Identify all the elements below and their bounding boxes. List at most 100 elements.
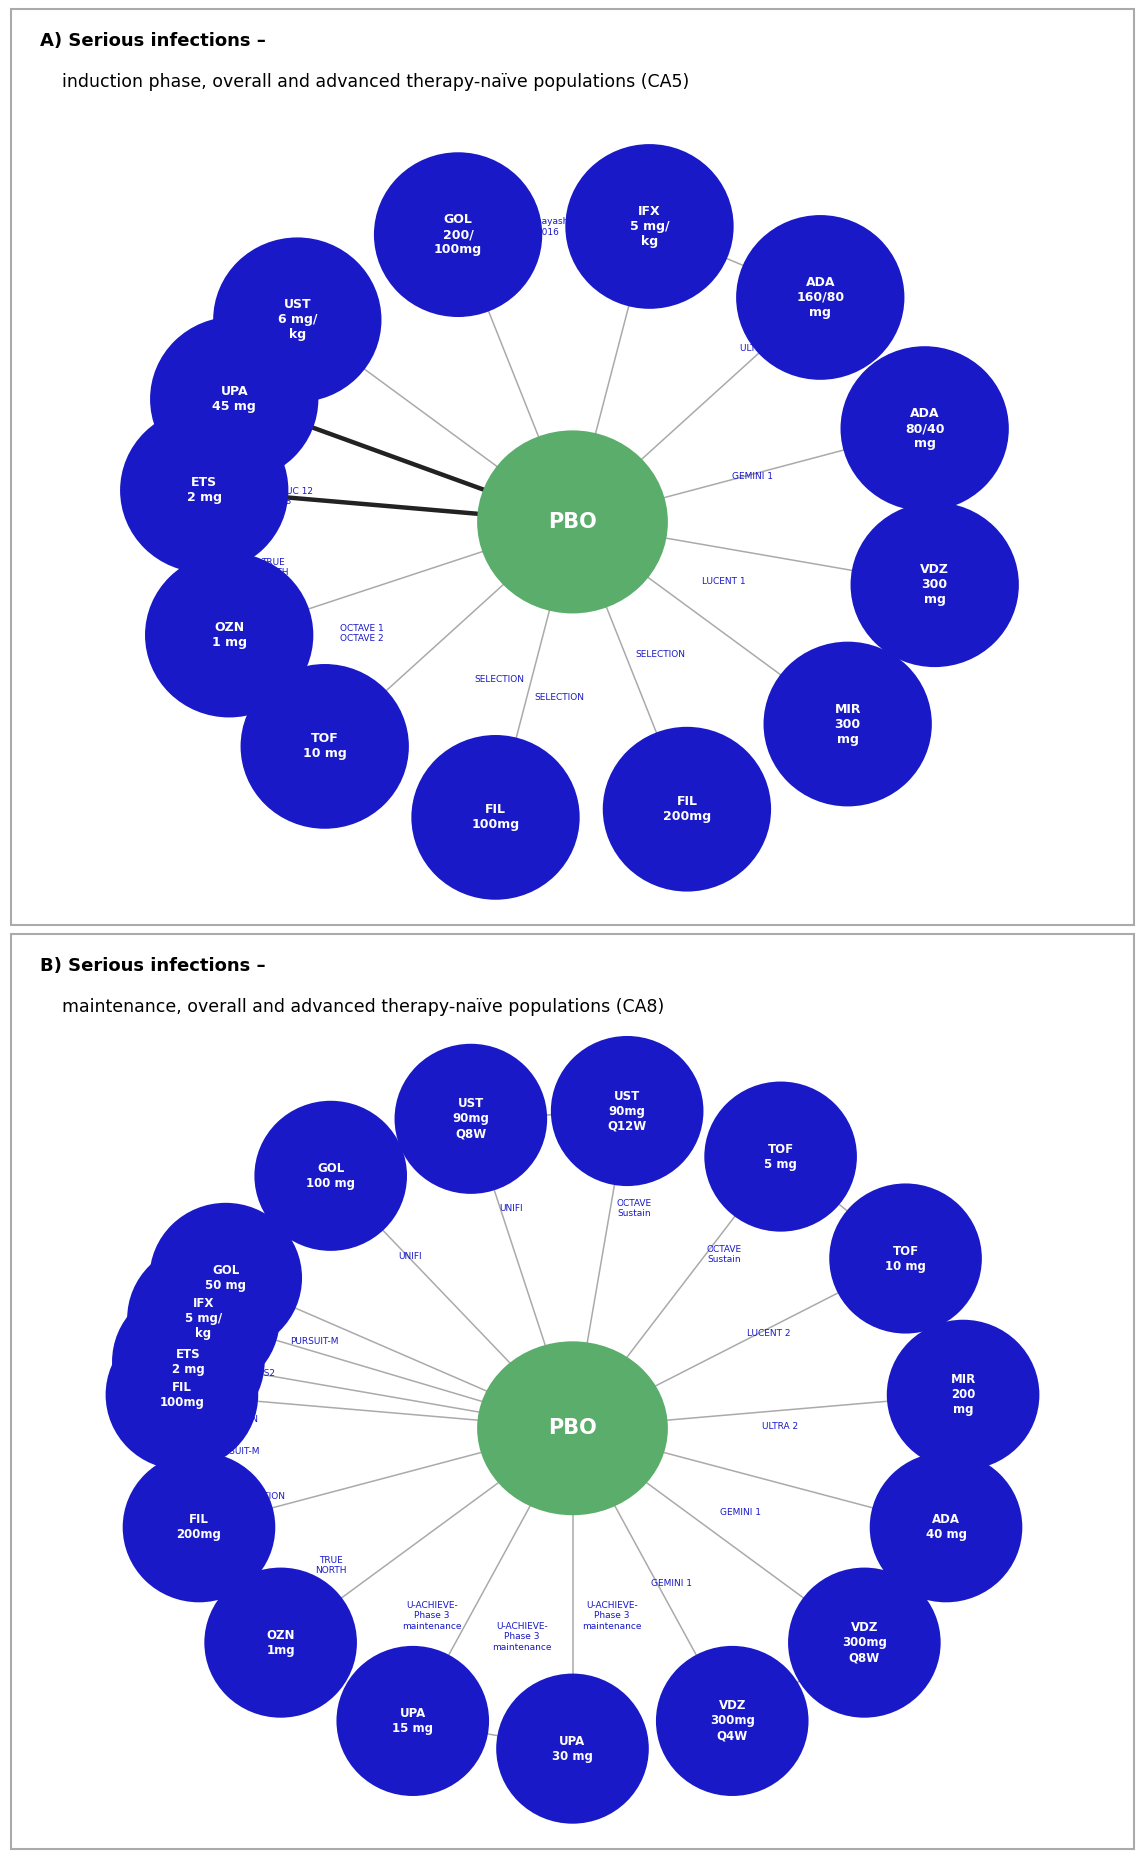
Ellipse shape [145,553,314,717]
Text: SELECTION: SELECTION [474,674,524,684]
Ellipse shape [566,144,734,308]
Text: PBO: PBO [548,1418,597,1438]
Text: FIL
100mg: FIL 100mg [472,803,520,831]
Text: UST
6 mg/
kg: UST 6 mg/ kg [277,299,317,342]
Text: TOF
10 mg: TOF 10 mg [302,732,347,760]
Text: GEMINI 1: GEMINI 1 [720,1507,761,1517]
Text: TOF
5 mg: TOF 5 mg [764,1143,797,1171]
Ellipse shape [105,1319,259,1470]
Text: FIL
200mg: FIL 200mg [176,1513,221,1541]
Ellipse shape [788,1567,941,1719]
Text: ELEVATE UC S2: ELEVATE UC S2 [207,1369,276,1379]
Text: U-ACHIEVE-
Phase 3
maintenance: U-ACHIEVE- Phase 3 maintenance [403,1601,461,1631]
Text: VDZ
300mg
Q4W: VDZ 300mg Q4W [710,1700,755,1743]
Text: ADA
160/80
mg: ADA 160/80 mg [796,276,844,319]
Ellipse shape [829,1184,982,1334]
Text: UPA
15 mg: UPA 15 mg [393,1707,433,1735]
Text: PURSUIT-M: PURSUIT-M [212,1446,260,1455]
Text: IFX
5 mg/
kg: IFX 5 mg/ kg [184,1296,222,1339]
Ellipse shape [870,1451,1022,1603]
Text: PURSUIT-M: PURSUIT-M [290,1337,339,1345]
Text: ADA
80/40
mg: ADA 80/40 mg [905,407,945,450]
Text: PURSUIT SC: PURSUIT SC [405,252,459,262]
Text: OCTAVE
Sustain: OCTAVE Sustain [706,1244,742,1265]
Text: UST
90mg
Q8W: UST 90mg Q8W [452,1097,489,1139]
Text: TRUE
NORTH: TRUE NORTH [258,559,289,577]
Text: UNIFI: UNIFI [342,331,365,338]
Text: VDZ
300
mg: VDZ 300 mg [921,564,949,607]
Text: PBO: PBO [548,512,597,532]
Text: GEMINI 1: GEMINI 1 [732,471,773,480]
Ellipse shape [254,1100,406,1252]
Text: MIR
300
mg: MIR 300 mg [835,702,861,745]
Ellipse shape [240,663,409,829]
Ellipse shape [551,1037,703,1186]
Ellipse shape [395,1044,547,1194]
Text: TRUE
NORTH: TRUE NORTH [316,1556,347,1575]
Ellipse shape [704,1082,856,1231]
Text: UNIFI: UNIFI [499,1205,522,1212]
Text: maintenance, overall and advanced therapy-naïve populations (CA8): maintenance, overall and advanced therap… [39,998,664,1016]
Ellipse shape [337,1646,489,1795]
Text: ETS
2 mg: ETS 2 mg [172,1347,205,1375]
Ellipse shape [840,346,1009,512]
Text: ADA
40 mg: ADA 40 mg [925,1513,966,1541]
Ellipse shape [120,407,289,573]
Text: UPA
30 mg: UPA 30 mg [552,1735,593,1763]
Text: UPA
45 mg: UPA 45 mg [212,385,256,413]
Text: SELECTION: SELECTION [236,1493,285,1502]
Text: UNIFI: UNIFI [398,1252,421,1261]
Ellipse shape [127,1244,279,1394]
Text: FIL
100mg: FIL 100mg [159,1380,204,1408]
Ellipse shape [764,641,932,807]
Text: Kobayashi
2016: Kobayashi 2016 [524,217,571,237]
Ellipse shape [656,1646,808,1795]
Text: VDZ
300mg
Q8W: VDZ 300mg Q8W [842,1621,886,1664]
Text: ULTRA 2: ULTRA 2 [763,1422,798,1431]
Text: SELECTION: SELECTION [534,693,584,702]
Text: HIBISCUS I
HIBISCUS II
ULTRA 1: HIBISCUS I HIBISCUS II ULTRA 1 [648,232,698,262]
Text: B) Serious infections –: B) Serious infections – [39,956,266,975]
Text: U-ACHIEVE-
Phase 3
maintenance: U-ACHIEVE- Phase 3 maintenance [582,1601,641,1631]
Ellipse shape [602,727,771,891]
Text: GOL
100 mg: GOL 100 mg [306,1162,355,1190]
Text: SELECTION: SELECTION [635,650,685,659]
Text: TOF
10 mg: TOF 10 mg [885,1244,926,1272]
Ellipse shape [736,215,905,379]
Text: OCTAVE
Sustain: OCTAVE Sustain [617,1199,652,1218]
Text: MIR
200
mg: MIR 200 mg [950,1373,976,1416]
Text: ACT 1: ACT 1 [251,1319,277,1328]
Ellipse shape [150,318,318,482]
Ellipse shape [477,430,668,613]
Ellipse shape [112,1287,264,1436]
Text: GOL
200/
100mg: GOL 200/ 100mg [434,213,482,256]
Text: GOL
50 mg: GOL 50 mg [205,1265,246,1293]
Text: GEMINI 1: GEMINI 1 [650,1578,692,1588]
Text: U-ACHIEVE-
Phase 3
maintenance: U-ACHIEVE- Phase 3 maintenance [492,1621,552,1651]
Text: U-ACHIEVE-Phase 3
induction
U-ACHIEVE-Phase 2b
U-ACCOMPLISH: U-ACHIEVE-Phase 3 induction U-ACHIEVE-Ph… [221,383,314,422]
Text: LUCENT 2: LUCENT 2 [748,1328,790,1337]
Text: IFX
5 mg/
kg: IFX 5 mg/ kg [630,205,670,248]
Ellipse shape [204,1567,357,1719]
Text: OCTAVE 1
OCTAVE 2: OCTAVE 1 OCTAVE 2 [340,624,384,643]
Ellipse shape [886,1319,1040,1470]
Ellipse shape [213,237,381,402]
Ellipse shape [150,1203,302,1352]
Ellipse shape [374,153,543,318]
Text: A) Serious infections –: A) Serious infections – [39,32,266,50]
Text: induction phase, overall and advanced therapy-naïve populations (CA5): induction phase, overall and advanced th… [39,73,689,92]
Text: FIL
200mg: FIL 200mg [663,796,711,824]
Ellipse shape [851,502,1019,667]
Text: OZN
1 mg: OZN 1 mg [212,620,246,648]
Text: ETS
2 mg: ETS 2 mg [187,476,222,504]
Text: OZN
1mg: OZN 1mg [267,1629,295,1657]
Text: SELECTION: SELECTION [208,1414,259,1423]
Text: ULTRA 1: ULTRA 1 [740,344,776,353]
Text: UST
90mg
Q12W: UST 90mg Q12W [608,1089,647,1132]
Ellipse shape [411,734,579,900]
Text: LUCENT 1: LUCENT 1 [702,577,745,587]
Text: ELEVATE UC 12
OASIS: ELEVATE UC 12 OASIS [245,486,313,506]
Ellipse shape [123,1451,275,1603]
Ellipse shape [496,1674,649,1823]
Ellipse shape [477,1341,668,1515]
